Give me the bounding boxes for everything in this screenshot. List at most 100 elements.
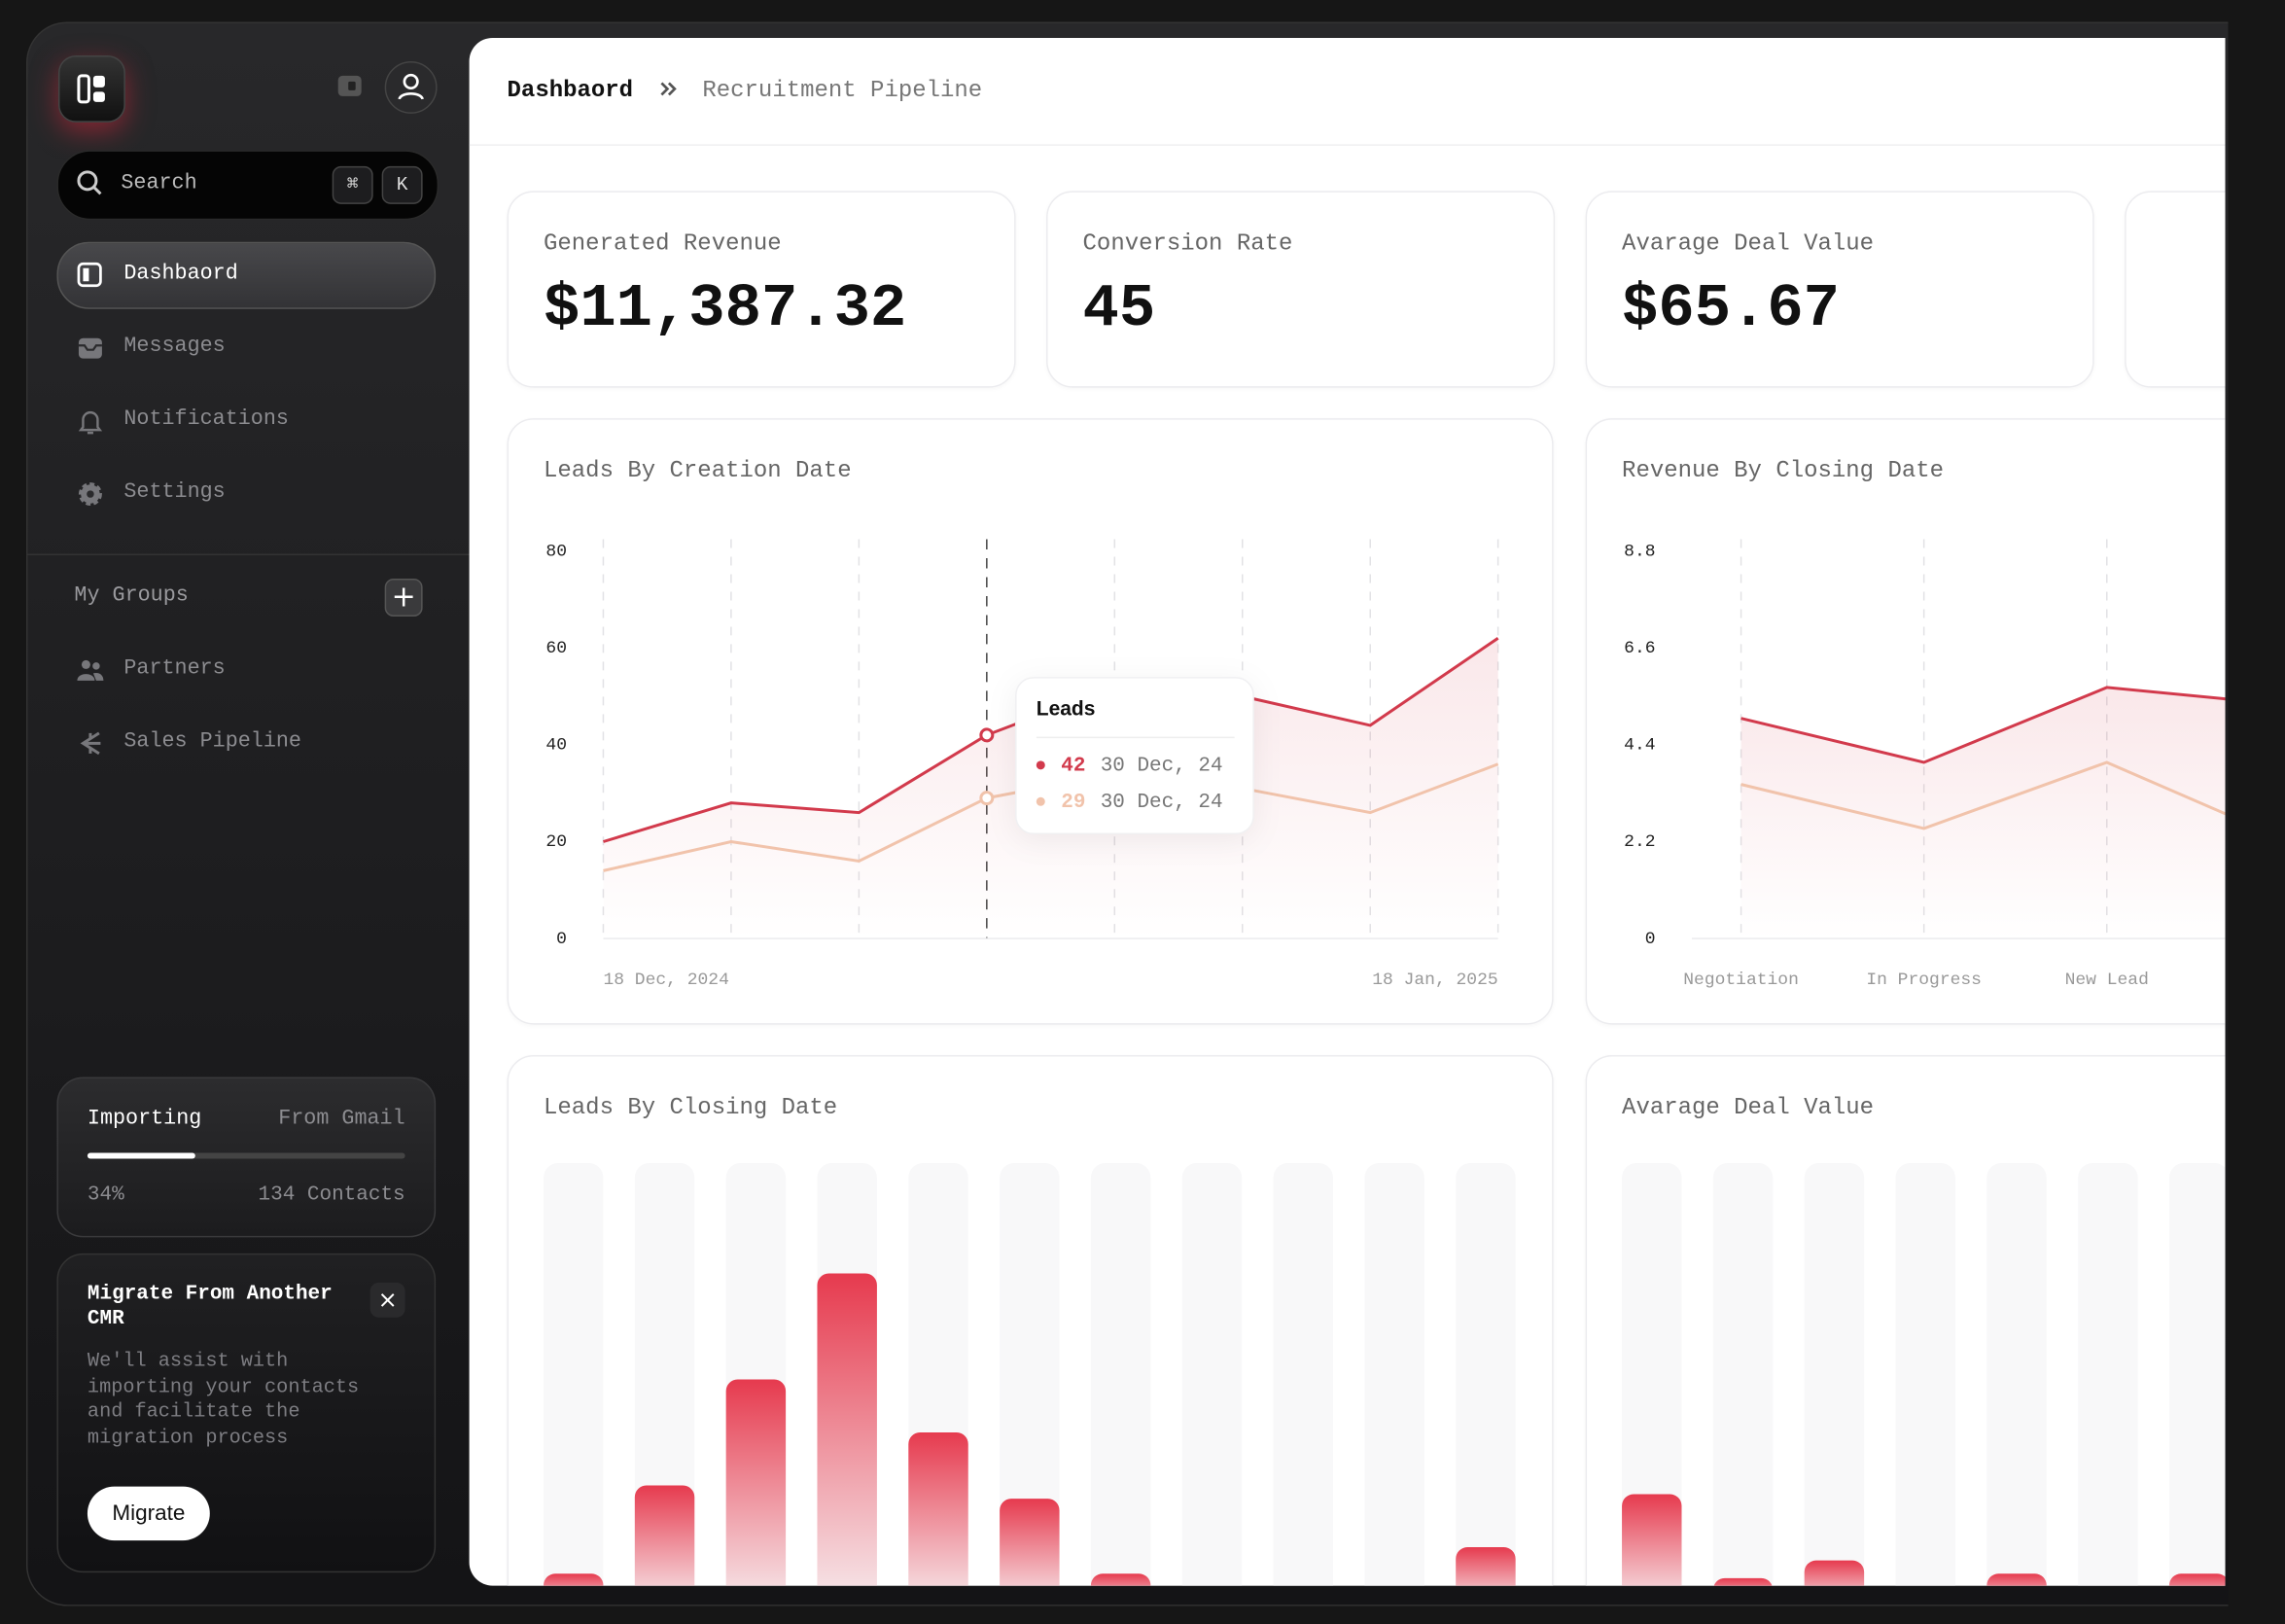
nav-active[interactable]	[56, 241, 437, 309]
partners-icon	[77, 659, 104, 681]
chart	[1622, 1162, 2226, 1586]
series-line	[1740, 686, 2226, 764]
area-fill	[1740, 687, 2226, 939]
bar	[1986, 1573, 2047, 1586]
bar-track	[544, 1162, 604, 1586]
chart	[544, 1162, 1516, 1586]
bar-track	[1986, 1162, 2047, 1586]
chart-card: Avarage Deal Value	[1585, 1055, 2226, 1586]
stat-card: Conversion Rate 45	[1046, 191, 1556, 388]
breadcrumb-separator	[660, 82, 677, 96]
stat-value: 45	[1082, 275, 1156, 344]
messages-icon	[78, 337, 102, 359]
y-tick-label: 8.8	[1624, 542, 1655, 561]
stat-label: Avarage Deal Value	[1622, 229, 1875, 257]
stat-card: Avarage Deal Value $65.67	[1585, 191, 2094, 388]
tooltip-date: 30 Dec, 24	[1101, 792, 1223, 814]
tooltip-value: 42	[1061, 755, 1085, 777]
bar	[1622, 1494, 1682, 1586]
bar-track	[1000, 1162, 1060, 1586]
logo[interactable]	[57, 54, 125, 123]
bar	[725, 1379, 787, 1586]
bar	[817, 1273, 877, 1586]
chart-title: Leads By Closing Date	[544, 1094, 838, 1121]
stat-card: Generated Revenue $11,387.32	[507, 191, 1016, 388]
bar-track	[1181, 1162, 1243, 1586]
stat-value: $65.67	[1622, 275, 1841, 344]
bar	[908, 1431, 968, 1586]
search-placeholder: Search	[121, 171, 197, 195]
breadcrumb-item[interactable]: Dashbaord	[507, 77, 634, 104]
tooltip	[1015, 677, 1254, 835]
profile-button[interactable]	[384, 60, 438, 114]
nav-item[interactable]: Dashbaord	[123, 262, 238, 286]
bar-track	[2078, 1162, 2138, 1586]
add-group-button[interactable]: +	[384, 578, 423, 617]
y-tick-label: 20	[545, 832, 567, 852]
user-icon	[398, 73, 424, 100]
x-tick-label: 18 Dec, 2024	[603, 971, 728, 990]
close-button[interactable]: ×	[369, 1282, 405, 1318]
chart-title: Leads By Creation Date	[544, 457, 852, 484]
chart-card: 0 20 40 60 80 18 Dec, 2024 18 Jan, 2025 Leads 42…	[507, 418, 1554, 1025]
nav-item[interactable]: Settings	[123, 480, 226, 505]
hover-point	[979, 727, 995, 743]
header-divider	[469, 144, 2226, 146]
y-tick-label: 60	[545, 639, 567, 658]
divider	[25, 553, 470, 556]
y-tick-label: 4.4	[1624, 736, 1655, 756]
stat-label: Conversion Rate	[1082, 229, 1293, 257]
group-item[interactable]: Sales Pipeline	[123, 729, 301, 754]
collapse-icon[interactable]	[335, 73, 365, 99]
y-tick-label: 6.6	[1624, 639, 1655, 658]
bar	[1090, 1573, 1151, 1586]
bar	[1804, 1560, 1865, 1586]
notifications-icon	[78, 411, 103, 435]
bar	[1713, 1577, 1773, 1586]
tooltip-date: 30 Dec, 24	[1101, 755, 1223, 777]
progress-label: 34%	[87, 1183, 124, 1207]
bar	[1456, 1547, 1516, 1586]
nav-item[interactable]: Notifications	[123, 407, 289, 432]
x-tick-label: 18 Jan, 2025	[1372, 971, 1497, 990]
main-panel: Dashbaord Recruitment Pipeline Generated…	[469, 37, 2226, 1586]
dashboard-icon	[77, 262, 102, 288]
progress-track	[87, 1152, 405, 1159]
chart: 0 2.2 4.4 6.6 8.8 Negotiation In Progress New L…	[1624, 539, 2226, 990]
migrate-title: Migrate From Another CMR	[87, 1282, 333, 1331]
stat-card	[2125, 191, 2226, 388]
bar-track	[1090, 1162, 1151, 1586]
import-title: Importing	[87, 1108, 202, 1131]
chart: 0 20 40 60 80 18 Dec, 2024 18 Jan, 2025 Leads 42…	[545, 539, 1499, 990]
bar	[1000, 1499, 1060, 1586]
contacts-count: 134 Contacts	[258, 1183, 405, 1207]
bar-track	[1364, 1162, 1424, 1586]
import-source: From Gmail	[278, 1108, 405, 1131]
y-tick-label: 40	[545, 736, 567, 756]
bar-track	[2168, 1162, 2226, 1586]
bar-track	[1804, 1162, 1865, 1586]
migrate-button[interactable]: Migrate	[87, 1486, 210, 1541]
search-icon	[77, 170, 102, 195]
groups-title: My Groups	[74, 583, 189, 608]
bar	[544, 1573, 604, 1586]
shortcut-key: ⌘	[332, 165, 373, 204]
pipeline-icon	[80, 731, 101, 756]
search-bar[interactable]	[56, 150, 439, 221]
bar-track	[634, 1162, 695, 1586]
stat-label: Generated Revenue	[544, 229, 782, 257]
hover-point	[979, 791, 995, 806]
bar-track	[1622, 1162, 1682, 1586]
y-tick-label: 2.2	[1624, 832, 1655, 852]
settings-icon	[78, 482, 102, 507]
nav-item[interactable]: Messages	[123, 335, 226, 359]
logo-icon	[77, 74, 105, 104]
bar	[2168, 1573, 2226, 1586]
x-tick-label: New Lead	[2065, 971, 2149, 990]
group-item[interactable]: Partners	[123, 656, 226, 681]
legend-dot	[1036, 796, 1045, 806]
chart-card: Leads By Closing Date	[507, 1055, 1554, 1586]
chart-title: Avarage Deal Value	[1622, 1094, 1875, 1121]
tooltip-title: Leads	[1037, 697, 1096, 720]
